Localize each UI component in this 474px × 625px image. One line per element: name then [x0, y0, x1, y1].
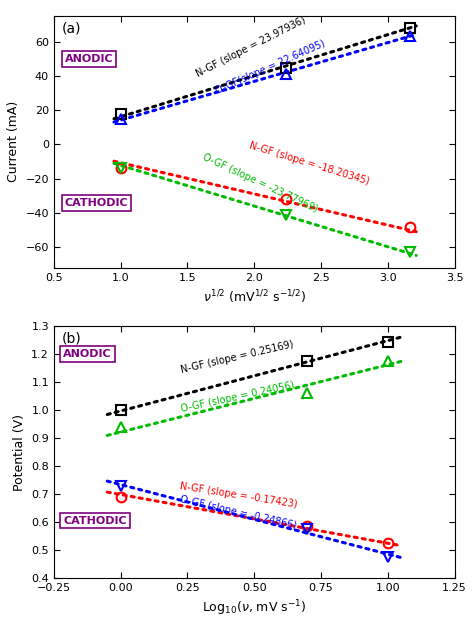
X-axis label: Log$_{10}$($\nu$, mV s$^{-1}$): Log$_{10}$($\nu$, mV s$^{-1}$): [202, 599, 307, 618]
Text: (b): (b): [62, 331, 82, 346]
Text: (a): (a): [62, 21, 82, 35]
Text: N-GF (slope = 23.97936): N-GF (slope = 23.97936): [194, 15, 307, 79]
Text: CATHODIC: CATHODIC: [64, 198, 128, 208]
Y-axis label: Current (mA): Current (mA): [7, 101, 20, 182]
Y-axis label: Potential (V): Potential (V): [13, 414, 26, 491]
Text: O-GF (slope = 0.24056): O-GF (slope = 0.24056): [180, 381, 295, 414]
Text: O-GF (slope = -23.77969): O-GF (slope = -23.77969): [201, 151, 319, 214]
X-axis label: $\nu^{1/2}$ (mV$^{1/2}$ s$^{-1/2}$): $\nu^{1/2}$ (mV$^{1/2}$ s$^{-1/2}$): [203, 288, 306, 306]
Text: O-GF (slope = -0.24866): O-GF (slope = -0.24866): [180, 494, 298, 531]
Text: N-GF (slope = 0.25169): N-GF (slope = 0.25169): [180, 339, 294, 375]
Text: N-GF (slope = -0.17423): N-GF (slope = -0.17423): [180, 481, 299, 509]
Text: N-GF (slope = -18.20345): N-GF (slope = -18.20345): [247, 140, 370, 186]
Text: ANODIC: ANODIC: [64, 54, 113, 64]
Text: ANODIC: ANODIC: [63, 349, 112, 359]
Text: CATHODIC: CATHODIC: [63, 516, 127, 526]
Text: O-GF(slope = 22.64095): O-GF(slope = 22.64095): [214, 38, 327, 96]
